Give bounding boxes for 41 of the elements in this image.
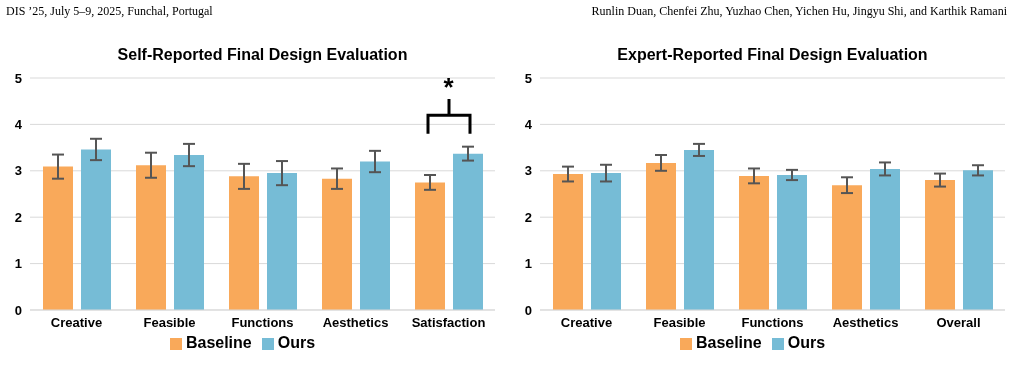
- bar: [43, 166, 73, 310]
- bar: [415, 182, 445, 310]
- bar: [322, 178, 352, 310]
- text: Runlin Duan, Chenfei Zhu, Yuzhao Chen, Yichen Hu, Jingyu Shi, and Karthik Ramani: [590, 4, 1007, 19]
- x-tick-label: Overall: [936, 315, 981, 331]
- bar: [360, 161, 390, 310]
- x-tick-label: Feasible: [143, 315, 196, 331]
- y-tick-label: 5: [524, 70, 532, 86]
- x-tick-label: Functions: [741, 315, 804, 331]
- legend-label: Ours: [787, 334, 826, 351]
- bar: [267, 173, 297, 310]
- y-tick-label: 2: [524, 209, 532, 225]
- y-tick-label: 3: [14, 163, 22, 179]
- chart-title: Self-Reported Final Design Evaluation: [116, 46, 409, 64]
- x-tick-label: Aesthetics: [832, 315, 899, 331]
- x-tick-label: Creative: [560, 315, 613, 331]
- bar: [453, 153, 483, 310]
- x-tick-label: Feasible: [653, 315, 706, 331]
- y-tick-label: 1: [524, 256, 532, 272]
- legend-label: Baseline: [695, 334, 762, 351]
- y-tick-label: 1: [14, 256, 22, 272]
- y-tick-label: 4: [524, 117, 533, 133]
- chart-title: Expert-Reported Final Design Evaluation: [616, 46, 929, 64]
- annotation: *: [442, 72, 455, 103]
- x-tick-label: Aesthetics: [322, 315, 389, 331]
- y-tick-label: 5: [14, 70, 22, 86]
- y-tick-label: 4: [14, 117, 23, 133]
- bar: [229, 176, 259, 310]
- text: DIS ’25, July 5–9, 2025, Funchal, Portugal: [6, 4, 214, 19]
- y-tick-label: 2: [14, 209, 22, 225]
- x-tick-label: Functions: [231, 315, 294, 331]
- legend-label: Baseline: [185, 334, 252, 351]
- y-tick-label: 0: [14, 302, 22, 318]
- bar: [174, 155, 204, 310]
- y-tick-label: 3: [524, 163, 532, 179]
- bar: [81, 149, 111, 310]
- legend-label: Ours: [277, 334, 316, 351]
- x-tick-label: Creative: [50, 315, 103, 331]
- x-tick-label: Satisfaction: [411, 315, 486, 331]
- y-tick-label: 0: [524, 302, 532, 318]
- bar: [136, 165, 166, 310]
